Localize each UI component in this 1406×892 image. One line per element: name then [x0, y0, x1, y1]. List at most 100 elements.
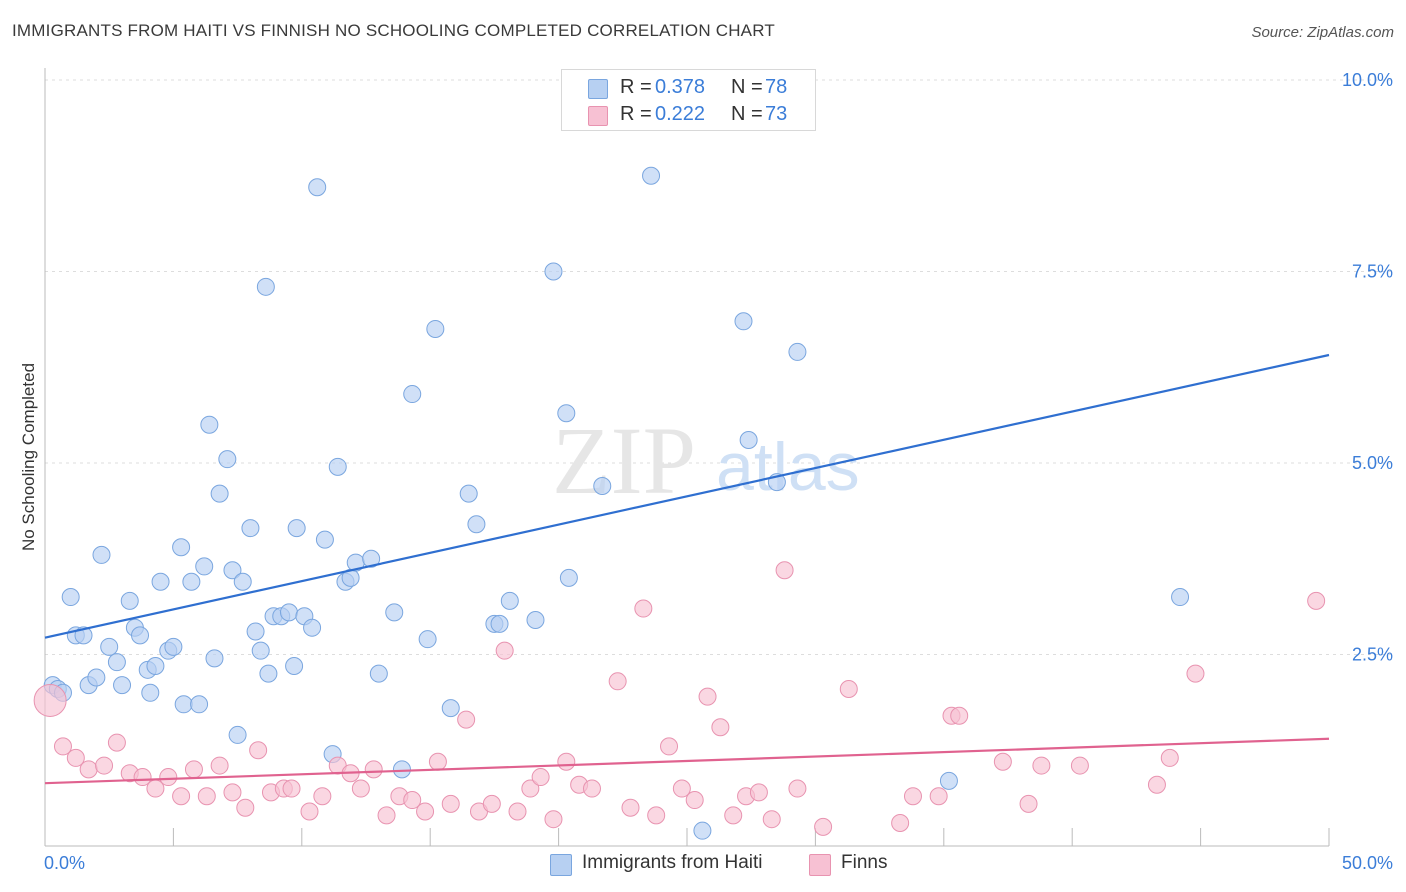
legend-n-label: N =	[731, 76, 763, 98]
data-point-finns	[608, 672, 627, 691]
data-point-finns	[762, 810, 781, 829]
data-point-haiti	[559, 568, 578, 587]
data-point-haiti	[544, 262, 563, 281]
legend-r-label: R =	[620, 76, 652, 98]
data-point-finns	[903, 787, 922, 806]
data-point-haiti	[739, 431, 758, 450]
data-point-haiti	[92, 545, 111, 564]
data-point-finns	[621, 798, 640, 817]
data-point-haiti	[223, 561, 242, 580]
points-layer	[33, 166, 1326, 840]
data-point-haiti	[369, 664, 388, 683]
data-point-finns	[660, 737, 679, 756]
data-point-finns	[79, 760, 98, 779]
data-point-finns	[993, 752, 1012, 771]
data-point-finns	[1307, 591, 1326, 610]
data-point-haiti	[228, 725, 247, 744]
data-point-haiti	[113, 676, 132, 695]
legend-n-value-haiti: 78	[765, 76, 788, 98]
data-point-finns	[749, 783, 768, 802]
y-axis-label: No Schooling Completed	[19, 363, 38, 551]
data-point-finns	[441, 794, 460, 813]
data-point-haiti	[205, 649, 224, 668]
legend-swatch-finns	[588, 106, 608, 126]
legend-r-value-haiti: 0.378	[655, 76, 706, 98]
data-point-haiti	[190, 695, 209, 714]
data-point-finns	[647, 806, 666, 825]
legend-r-label: R =	[620, 103, 652, 125]
grid-layer	[45, 79, 1392, 655]
data-point-finns	[1032, 756, 1051, 775]
data-point-haiti	[120, 591, 139, 610]
data-point-haiti	[174, 695, 193, 714]
x-tick-label-min: 0.0%	[44, 853, 85, 873]
data-point-finns	[557, 752, 576, 771]
data-point-haiti	[210, 484, 229, 503]
y-tick-label: 7.5%	[1352, 262, 1393, 282]
data-point-finns	[1160, 748, 1179, 767]
data-point-haiti	[61, 588, 80, 607]
trend-line-haiti	[44, 353, 1330, 639]
data-point-haiti	[526, 611, 545, 630]
data-point-finns	[929, 787, 948, 806]
data-point-finns	[839, 679, 858, 698]
data-point-haiti	[172, 538, 191, 557]
data-point-finns	[159, 768, 178, 787]
legend-n-label: N =	[731, 103, 763, 125]
data-point-finns	[133, 768, 152, 787]
trend-line-finns	[44, 737, 1330, 785]
data-point-finns	[775, 561, 794, 580]
data-point-haiti	[164, 637, 183, 656]
watermark-zip: ZIP	[552, 407, 696, 514]
data-point-finns	[1019, 794, 1038, 813]
data-point-finns	[282, 779, 301, 798]
data-point-haiti	[87, 668, 106, 687]
data-point-finns	[891, 814, 910, 833]
y-tick-label: 5.0%	[1352, 453, 1393, 473]
data-point-haiti	[218, 450, 237, 469]
data-point-haiti	[151, 572, 170, 591]
data-point-haiti	[788, 342, 807, 361]
data-point-haiti	[100, 637, 119, 656]
data-point-finns	[300, 802, 319, 821]
x-tick-label-max: 50.0%	[1342, 853, 1393, 873]
data-point-haiti	[141, 683, 160, 702]
data-point-haiti	[241, 519, 260, 538]
data-point-finns	[544, 810, 563, 829]
data-point-haiti	[246, 622, 265, 641]
data-point-finns	[416, 802, 435, 821]
data-point-haiti	[146, 656, 165, 675]
data-point-finns	[531, 768, 550, 787]
data-point-finns	[711, 718, 730, 737]
data-point-haiti	[441, 699, 460, 718]
data-point-finns	[724, 806, 743, 825]
data-point-finns	[313, 787, 332, 806]
data-point-finns	[1147, 775, 1166, 794]
data-point-finns	[508, 802, 527, 821]
data-point-haiti	[642, 166, 661, 185]
data-point-finns	[403, 791, 422, 810]
data-point-haiti	[500, 591, 519, 610]
data-point-finns	[236, 798, 255, 817]
data-point-haiti	[362, 549, 381, 568]
watermark-atlas: atlas	[716, 429, 860, 505]
data-point-haiti	[385, 603, 404, 622]
data-point-finns	[582, 779, 601, 798]
data-point-haiti	[403, 385, 422, 404]
data-point-haiti	[426, 319, 445, 338]
data-point-haiti	[315, 530, 334, 549]
data-point-finns	[950, 706, 969, 725]
axes-layer	[44, 68, 1330, 847]
data-point-haiti	[233, 572, 252, 591]
data-point-finns	[521, 779, 540, 798]
data-point-finns	[685, 791, 704, 810]
data-point-haiti	[195, 557, 214, 576]
data-point-finns	[95, 756, 114, 775]
data-point-haiti	[392, 760, 411, 779]
data-point-finns	[53, 737, 72, 756]
legend-n-value-finns: 73	[765, 103, 788, 125]
data-point-haiti	[308, 178, 327, 197]
data-point-finns	[351, 779, 370, 798]
data-point-haiti	[557, 404, 576, 423]
